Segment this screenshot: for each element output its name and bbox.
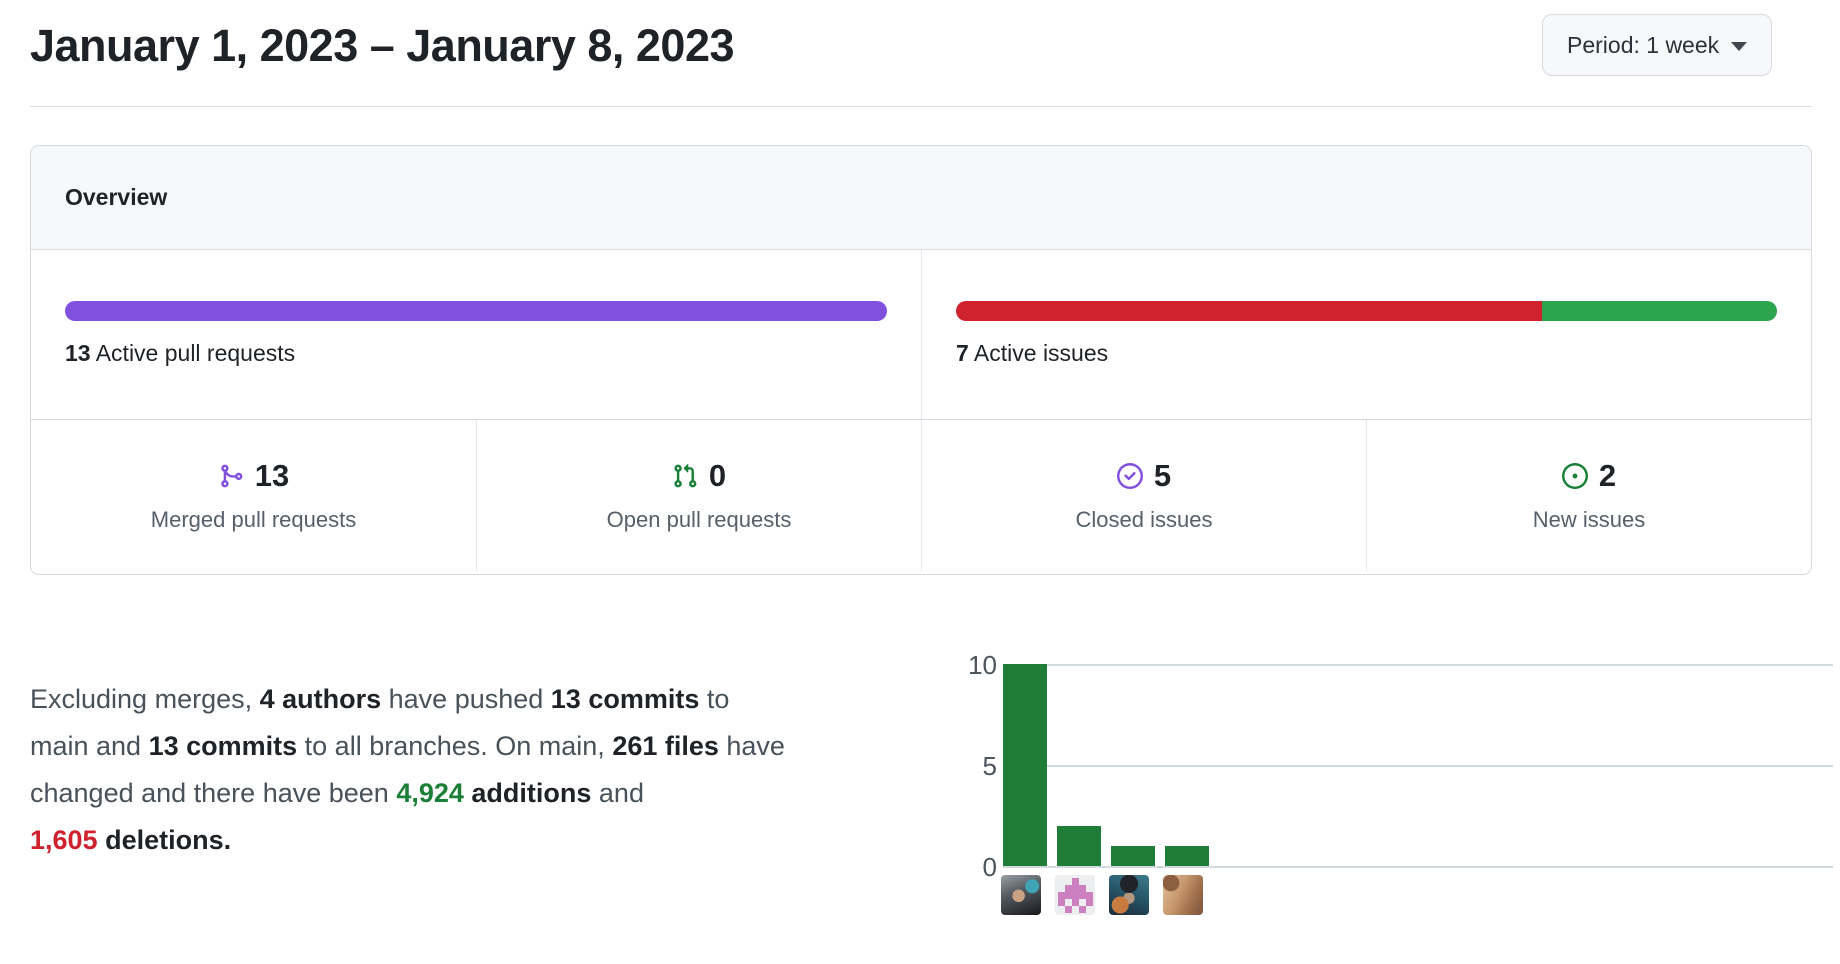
overview-title: Overview <box>65 184 168 210</box>
activity-meters-row: 13 Active pull requests 7 Active issues <box>31 250 1811 419</box>
summary-segment: 4 authors <box>259 684 382 714</box>
chevron-down-icon <box>1731 42 1748 51</box>
summary-segment: deletions. <box>105 825 232 855</box>
open-pull-requests-label: Open pull requests <box>606 507 792 532</box>
commit-count-bar <box>1003 664 1047 866</box>
commit-count-bar <box>1165 845 1209 866</box>
chart-y-tick-label: 10 <box>968 650 997 680</box>
new-issues-count: 2 <box>1598 458 1617 493</box>
summary-segment: have <box>718 731 785 761</box>
issues-meter <box>956 301 1777 321</box>
summary-segment: 1,605 <box>30 825 98 855</box>
summary-segment: have pushed <box>381 684 551 714</box>
period-dropdown-button[interactable]: Period: 1 week <box>1542 14 1773 76</box>
chart-gridline <box>1003 765 1833 767</box>
active-issues-count: 7 <box>956 340 969 366</box>
page-title: January 1, 2023 – January 8, 2023 <box>30 20 735 71</box>
closed-issues-count: 5 <box>1153 458 1172 493</box>
contributor-avatar[interactable] <box>1001 875 1041 915</box>
stats-row: 13 Merged pull requests 0 Open pull requ… <box>31 419 1811 571</box>
active-pull-requests-text: Active pull requests <box>95 340 296 366</box>
pull-requests-meter <box>65 301 887 321</box>
pull-requests-meter-fill <box>65 301 887 321</box>
merged-pull-requests-count: 13 <box>254 458 290 493</box>
closed-issues-label: Closed issues <box>1075 507 1213 532</box>
summary-segment: additions <box>471 778 592 808</box>
contributor-avatar[interactable] <box>1109 875 1149 915</box>
overview-card: Overview 13 Active pull requests 7 Activ… <box>30 145 1812 575</box>
activity-summary: Excluding merges, 4 authors have pushed … <box>30 676 890 864</box>
commit-count-bar <box>1057 825 1101 866</box>
summary-segment: 261 files <box>612 731 719 761</box>
stat-open-pull-requests[interactable]: 0 Open pull requests <box>476 420 921 571</box>
summary-segment: 13 commits <box>550 684 700 714</box>
active-pull-requests-label: 13 Active pull requests <box>65 340 887 367</box>
commits-bar-chart: 0 5 10 <box>955 630 1840 950</box>
summary-segment: 13 commits <box>148 731 298 761</box>
summary-segment: changed and there have been <box>30 778 397 808</box>
active-pull-requests-count: 13 <box>65 340 91 366</box>
summary-segment: Excluding merges, <box>30 684 260 714</box>
summary-segment: to <box>699 684 730 714</box>
issues-meter-new-segment <box>1542 301 1777 321</box>
contributor-avatar[interactable] <box>1163 875 1203 915</box>
git-pull-request-icon <box>674 463 697 488</box>
chart-y-tick-label: 0 <box>982 852 997 882</box>
merged-pull-requests-label: Merged pull requests <box>150 507 357 532</box>
issues-meter-closed-segment <box>956 301 1543 321</box>
chart-gridline <box>1003 866 1833 868</box>
active-issues-label: 7 Active issues <box>956 340 1777 367</box>
header-divider <box>30 106 1812 107</box>
commit-count-bar <box>1111 845 1155 866</box>
summary-segment: 4,924 <box>396 778 464 808</box>
open-pull-requests-count: 0 <box>708 458 727 493</box>
overview-card-header: Overview <box>31 146 1811 250</box>
active-issues-text: Active issues <box>973 340 1109 366</box>
contributor-avatar[interactable] <box>1055 875 1095 915</box>
stat-merged-pull-requests[interactable]: 13 Merged pull requests <box>31 420 476 571</box>
chart-gridline <box>1003 664 1833 666</box>
identicon-pixels <box>1058 878 1065 885</box>
summary-segment: main and <box>30 731 149 761</box>
issue-opened-icon <box>1561 463 1588 489</box>
summary-segment <box>98 825 106 855</box>
summary-segment: and <box>591 778 644 808</box>
git-merge-icon <box>220 464 243 488</box>
stat-closed-issues[interactable]: 5 Closed issues <box>921 420 1366 571</box>
active-pull-requests-block: 13 Active pull requests <box>31 250 921 419</box>
chart-y-tick-label: 5 <box>982 751 997 781</box>
stat-new-issues[interactable]: 2 New issues <box>1366 420 1811 571</box>
issue-closed-icon <box>1116 463 1143 489</box>
summary-segment: to all branches. On main, <box>297 731 613 761</box>
active-issues-block: 7 Active issues <box>921 250 1811 419</box>
new-issues-label: New issues <box>1532 507 1646 532</box>
period-dropdown-label: Period: 1 week <box>1567 31 1720 58</box>
